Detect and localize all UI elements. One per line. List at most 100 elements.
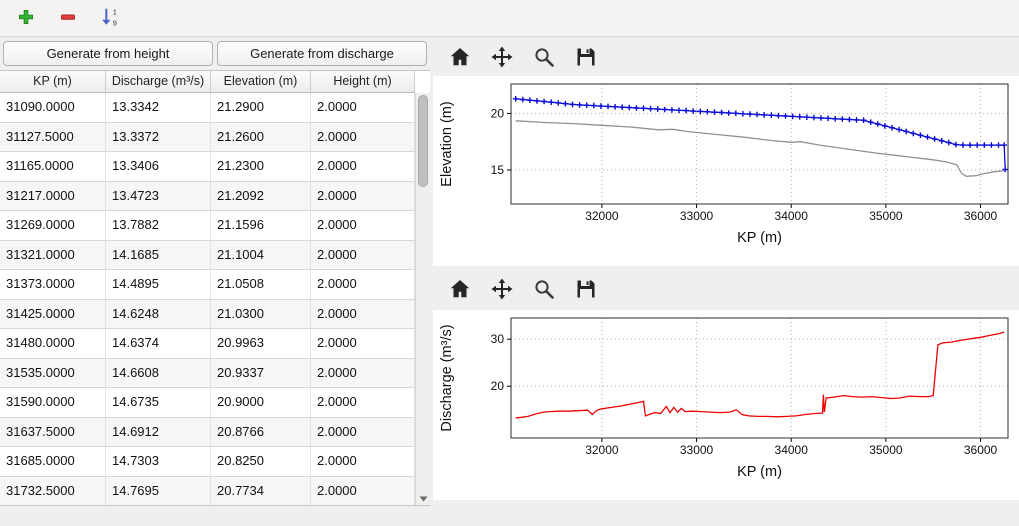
column-header[interactable]: Elevation (m) bbox=[211, 71, 311, 93]
table-cell[interactable]: 20.9000 bbox=[211, 388, 311, 418]
table-cell[interactable]: 14.6608 bbox=[106, 358, 211, 388]
table-cell[interactable]: 20.9963 bbox=[211, 329, 311, 359]
table-cell[interactable]: 31637.5000 bbox=[0, 417, 106, 447]
table-cell[interactable]: 20.7734 bbox=[211, 476, 311, 505]
table-row[interactable]: 31480.0000 14.6374 20.9963 2.0000 bbox=[0, 329, 415, 359]
table-scrollbar[interactable] bbox=[415, 93, 430, 505]
table-cell[interactable]: 2.0000 bbox=[311, 122, 415, 152]
x-tick-label: 33000 bbox=[680, 443, 714, 457]
scrollbar-down-button[interactable] bbox=[416, 490, 430, 505]
sort-descending-icon: 1 9 bbox=[99, 5, 121, 32]
table-cell[interactable]: 14.6912 bbox=[106, 417, 211, 447]
y-axis-label: Discharge (m³/s) bbox=[439, 324, 455, 431]
table-cell[interactable]: 31269.0000 bbox=[0, 211, 106, 241]
table-cell[interactable]: 2.0000 bbox=[311, 240, 415, 270]
table-cell[interactable]: 2.0000 bbox=[311, 388, 415, 418]
table-cell[interactable]: 13.4723 bbox=[106, 181, 211, 211]
home-button[interactable] bbox=[445, 43, 475, 73]
table-cell[interactable]: 2.0000 bbox=[311, 211, 415, 241]
table-cell[interactable]: 2.0000 bbox=[311, 329, 415, 359]
table-cell[interactable]: 2.0000 bbox=[311, 152, 415, 182]
table-cell[interactable]: 14.4895 bbox=[106, 270, 211, 300]
table-cell[interactable]: 20.8766 bbox=[211, 417, 311, 447]
zoom-button[interactable] bbox=[529, 43, 559, 73]
table-cell[interactable]: 14.7695 bbox=[106, 476, 211, 505]
table-cell[interactable]: 14.1685 bbox=[106, 240, 211, 270]
table-cell[interactable]: 31685.0000 bbox=[0, 447, 106, 477]
zoom-button[interactable] bbox=[529, 275, 559, 305]
table-cell[interactable]: 21.2300 bbox=[211, 152, 311, 182]
table-cell[interactable]: 20.9337 bbox=[211, 358, 311, 388]
generate-from-discharge-button[interactable]: Generate from discharge bbox=[217, 41, 427, 66]
table-cell[interactable]: 2.0000 bbox=[311, 447, 415, 477]
table-cell[interactable]: 31373.0000 bbox=[0, 270, 106, 300]
save-button[interactable] bbox=[571, 275, 601, 305]
sort-button[interactable]: 1 9 bbox=[96, 4, 124, 32]
table-cell[interactable]: 21.1004 bbox=[211, 240, 311, 270]
save-button[interactable] bbox=[571, 43, 601, 73]
table-cell[interactable]: 14.6374 bbox=[106, 329, 211, 359]
table-cell[interactable]: 2.0000 bbox=[311, 358, 415, 388]
table-cell[interactable]: 2.0000 bbox=[311, 93, 415, 123]
table-cell[interactable]: 13.3342 bbox=[106, 93, 211, 123]
table-cell[interactable]: 31090.0000 bbox=[0, 93, 106, 123]
table-row[interactable]: 31165.0000 13.3406 21.2300 2.0000 bbox=[0, 152, 415, 182]
column-header[interactable]: Discharge (m³/s) bbox=[106, 71, 211, 93]
pan-button[interactable] bbox=[487, 43, 517, 73]
table-cell[interactable]: 2.0000 bbox=[311, 476, 415, 505]
table-cell[interactable]: 21.2600 bbox=[211, 122, 311, 152]
table-cell[interactable]: 31590.0000 bbox=[0, 388, 106, 418]
table-cell[interactable]: 2.0000 bbox=[311, 299, 415, 329]
table-cell[interactable]: 20.8250 bbox=[211, 447, 311, 477]
table-cell[interactable]: 2.0000 bbox=[311, 270, 415, 300]
table-cell[interactable]: 21.0300 bbox=[211, 299, 311, 329]
table-cell[interactable]: 14.7303 bbox=[106, 447, 211, 477]
discharge-plot[interactable]: 32000 33000 34000 35000 36000 20 30 KP (m) Disch… bbox=[433, 310, 1019, 500]
elevation-plot[interactable]: 32000 33000 34000 35000 36000 15 20 KP (m) Eleva… bbox=[433, 76, 1019, 266]
table-cell[interactable]: 31480.0000 bbox=[0, 329, 106, 359]
table-cell[interactable]: 13.3372 bbox=[106, 122, 211, 152]
table-row[interactable]: 31590.0000 14.6735 20.9000 2.0000 bbox=[0, 388, 415, 418]
table-cell[interactable]: 2.0000 bbox=[311, 417, 415, 447]
column-header[interactable]: KP (m) bbox=[0, 71, 106, 93]
table-cell[interactable]: 14.6248 bbox=[106, 299, 211, 329]
table-row[interactable]: 31535.0000 14.6608 20.9337 2.0000 bbox=[0, 358, 415, 388]
table-cell[interactable]: 31127.5000 bbox=[0, 122, 106, 152]
pan-button[interactable] bbox=[487, 275, 517, 305]
profile-table-panel: Generate from height Generate from disch… bbox=[0, 38, 430, 526]
table-row[interactable]: 31373.0000 14.4895 21.0508 2.0000 bbox=[0, 270, 415, 300]
table-row[interactable]: 31090.0000 13.3342 21.2900 2.0000 bbox=[0, 93, 415, 123]
table-cell[interactable]: 31732.5000 bbox=[0, 476, 106, 505]
table-cell[interactable]: 21.0508 bbox=[211, 270, 311, 300]
table-row[interactable]: 31732.5000 14.7695 20.7734 2.0000 bbox=[0, 476, 415, 505]
table-row[interactable]: 31321.0000 14.1685 21.1004 2.0000 bbox=[0, 240, 415, 270]
table-row[interactable]: 31127.5000 13.3372 21.2600 2.0000 bbox=[0, 122, 415, 152]
scrollbar-thumb[interactable] bbox=[418, 95, 428, 187]
table-row[interactable]: 31217.0000 13.4723 21.2092 2.0000 bbox=[0, 181, 415, 211]
table-cell[interactable]: 21.2092 bbox=[211, 181, 311, 211]
column-header[interactable]: Height (m) bbox=[311, 71, 415, 93]
table-cell[interactable]: 31217.0000 bbox=[0, 181, 106, 211]
table-row[interactable]: 31425.0000 14.6248 21.0300 2.0000 bbox=[0, 299, 415, 329]
arrow-down-icon bbox=[419, 490, 428, 505]
remove-row-button[interactable] bbox=[54, 4, 82, 32]
table-cell[interactable]: 21.1596 bbox=[211, 211, 311, 241]
elevation-plot-toolbar bbox=[445, 42, 601, 74]
table-cell[interactable]: 13.3406 bbox=[106, 152, 211, 182]
table-cell[interactable]: 14.6735 bbox=[106, 388, 211, 418]
table-cell[interactable]: 31535.0000 bbox=[0, 358, 106, 388]
add-row-button[interactable] bbox=[12, 4, 40, 32]
table-row[interactable]: 31637.5000 14.6912 20.8766 2.0000 bbox=[0, 417, 415, 447]
plot-canvas[interactable]: 32000 33000 34000 35000 36000 20 30 KP (m) Disch… bbox=[433, 310, 1019, 500]
table-row[interactable]: 31685.0000 14.7303 20.8250 2.0000 bbox=[0, 447, 415, 477]
table-cell[interactable]: 2.0000 bbox=[311, 181, 415, 211]
table-cell[interactable]: 31165.0000 bbox=[0, 152, 106, 182]
table-row[interactable]: 31269.0000 13.7882 21.1596 2.0000 bbox=[0, 211, 415, 241]
table-cell[interactable]: 13.7882 bbox=[106, 211, 211, 241]
generate-from-height-button[interactable]: Generate from height bbox=[3, 41, 213, 66]
plot-canvas[interactable]: 32000 33000 34000 35000 36000 15 20 KP (m) Eleva… bbox=[433, 76, 1019, 266]
home-button[interactable] bbox=[445, 275, 475, 305]
table-cell[interactable]: 21.2900 bbox=[211, 93, 311, 123]
table-cell[interactable]: 31321.0000 bbox=[0, 240, 106, 270]
table-cell[interactable]: 31425.0000 bbox=[0, 299, 106, 329]
